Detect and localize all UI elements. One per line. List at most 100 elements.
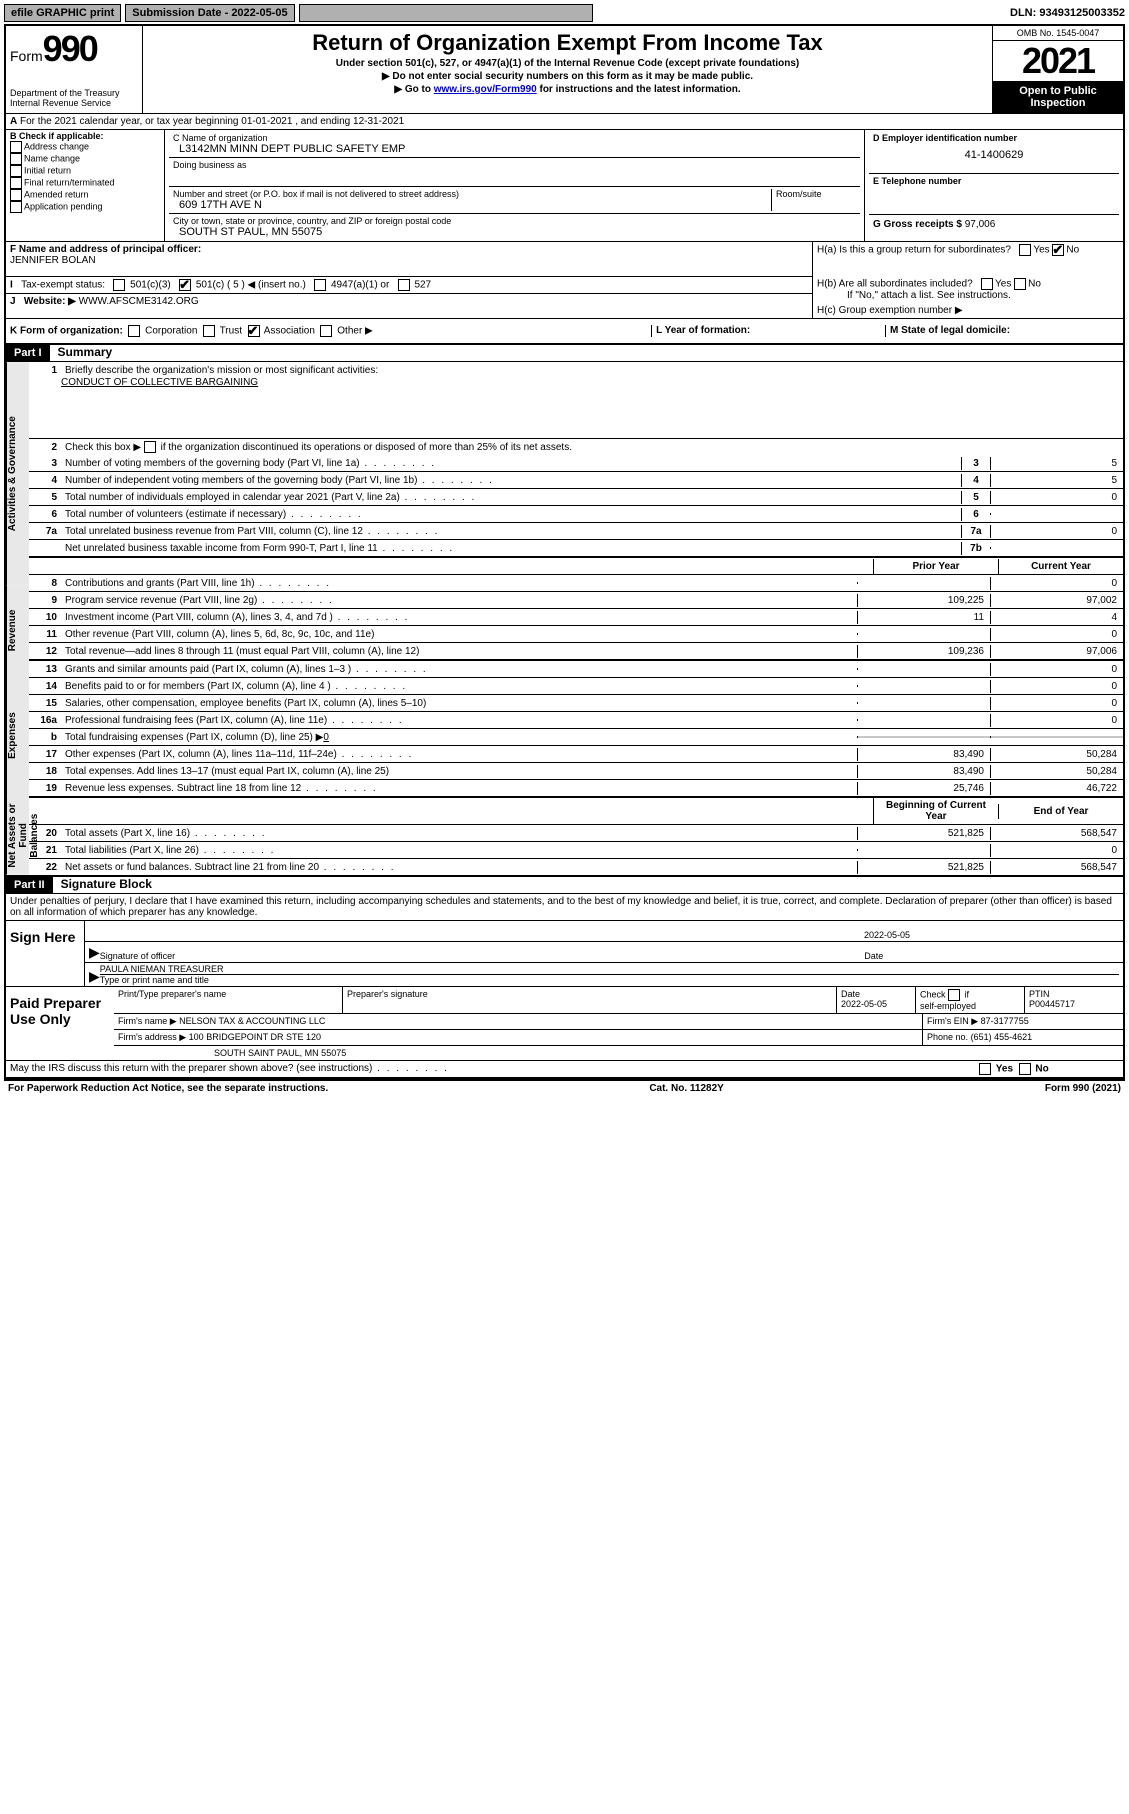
- may-irs-no-checkbox[interactable]: [1019, 1063, 1031, 1075]
- ein-value: 41-1400629: [873, 149, 1115, 161]
- line5-value: 0: [990, 491, 1123, 504]
- line20-prior: 521,825: [857, 827, 990, 840]
- line15-current: 0: [990, 697, 1123, 710]
- part1-header-row: Part I Summary: [6, 345, 1123, 362]
- line10-current: 4: [990, 611, 1123, 624]
- city-box: City or town, state or province, country…: [169, 214, 860, 240]
- section-h: H(a) Is this a group return for subordin…: [813, 242, 1123, 318]
- header-right-col: OMB No. 1545-0047 2021 Open to Public In…: [992, 26, 1123, 113]
- line10-label: Investment income (Part VIII, column (A)…: [61, 611, 857, 624]
- opt-assoc: Association: [264, 326, 315, 337]
- top-toolbar: efile GRAPHIC print Submission Date - 20…: [4, 4, 1125, 22]
- line2-checkbox[interactable]: [144, 441, 156, 453]
- website-label: Website: ▶: [24, 296, 76, 307]
- hb-no-checkbox[interactable]: [1014, 278, 1026, 290]
- line13-label: Grants and similar amounts paid (Part IX…: [61, 663, 857, 676]
- line15-prior: [857, 702, 990, 704]
- open-public-badge: Open to Public Inspection: [993, 81, 1123, 113]
- other-checkbox[interactable]: [320, 325, 332, 337]
- boy-header: Beginning of Current Year: [873, 798, 998, 824]
- line14-current: 0: [990, 680, 1123, 693]
- irs-label: Internal Revenue Service: [10, 98, 138, 108]
- subtitle1: Under section 501(c), 527, or 4947(a)(1)…: [147, 58, 988, 69]
- omb-number: OMB No. 1545-0047: [993, 26, 1123, 41]
- opt-trust: Trust: [220, 326, 242, 337]
- 527-checkbox[interactable]: [398, 279, 410, 291]
- section-c: C Name of organization L3142MN MINN DEPT…: [165, 130, 865, 241]
- line13-current: 0: [990, 663, 1123, 676]
- instructions-link[interactable]: www.irs.gov/Form990: [434, 84, 537, 95]
- line7b-value: [990, 547, 1123, 549]
- website-value: WWW.AFSCME3142.ORG: [79, 296, 199, 307]
- opt-pending: Application pending: [24, 201, 103, 211]
- pt-date-label: Date: [841, 989, 860, 999]
- phone-label: E Telephone number: [873, 176, 1115, 186]
- line19-current: 46,722: [990, 782, 1123, 795]
- subtitle3: ▶ Go to www.irs.gov/Form990 for instruct…: [147, 84, 988, 95]
- ha-no-checkbox[interactable]: [1052, 244, 1064, 256]
- section-deg: D Employer identification number 41-1400…: [865, 130, 1123, 241]
- opt-501c3: 501(c)(3): [130, 280, 171, 291]
- part2-header-row: Part II Signature Block: [6, 877, 1123, 894]
- amended-checkbox[interactable]: [10, 189, 22, 201]
- name-change-checkbox[interactable]: [10, 153, 22, 165]
- line9-label: Program service revenue (Part VIII, line…: [61, 594, 857, 607]
- 501c3-checkbox[interactable]: [113, 279, 125, 291]
- final-return-checkbox[interactable]: [10, 177, 22, 189]
- form-label: Form: [10, 48, 43, 64]
- footer-mid: Cat. No. 11282Y: [649, 1083, 723, 1094]
- opt-4947: 4947(a)(1) or: [331, 280, 389, 291]
- org-name-label: C Name of organization: [173, 133, 856, 143]
- line18-current: 50,284: [990, 765, 1123, 778]
- line22-prior: 521,825: [857, 861, 990, 874]
- trust-checkbox[interactable]: [203, 325, 215, 337]
- summary-lines: 1 Briefly describe the organization's mi…: [29, 362, 1123, 875]
- assoc-checkbox[interactable]: [248, 325, 260, 337]
- side-revenue: Revenue: [6, 585, 29, 675]
- ein-label: D Employer identification number: [873, 133, 1115, 143]
- line16a-current: 0: [990, 714, 1123, 727]
- 4947-checkbox[interactable]: [314, 279, 326, 291]
- self-employed-checkbox[interactable]: [948, 989, 960, 1001]
- line18-label: Total expenses. Add lines 13–17 (must eq…: [61, 765, 857, 778]
- may-irs-yes-checkbox[interactable]: [979, 1063, 991, 1075]
- 501c-checkbox[interactable]: [179, 279, 191, 291]
- line12-prior: 109,236: [857, 645, 990, 658]
- line3-value: 5: [990, 457, 1123, 470]
- form-container: Form990 Department of the Treasury Inter…: [4, 24, 1125, 1081]
- line20-label: Total assets (Part X, line 16): [61, 827, 857, 840]
- sig-name-value: PAULA NIEMAN TREASURER: [100, 964, 1119, 974]
- firm-ein-value: 87-3177755: [981, 1016, 1029, 1026]
- opt-addr-change: Address change: [24, 141, 89, 151]
- line12-current: 97,006: [990, 645, 1123, 658]
- efile-button[interactable]: efile GRAPHIC print: [4, 4, 121, 22]
- eoy-header: End of Year: [998, 804, 1123, 819]
- penalty-text: Under penalties of perjury, I declare th…: [6, 894, 1123, 921]
- app-pending-checkbox[interactable]: [10, 201, 22, 213]
- initial-return-checkbox[interactable]: [10, 165, 22, 177]
- ha-yes-checkbox[interactable]: [1019, 244, 1031, 256]
- line9-current: 97,002: [990, 594, 1123, 607]
- addr-change-checkbox[interactable]: [10, 141, 22, 153]
- hb-yes-checkbox[interactable]: [981, 278, 993, 290]
- line8-current: 0: [990, 577, 1123, 590]
- footer: For Paperwork Reduction Act Notice, see …: [4, 1081, 1125, 1096]
- line21-current: 0: [990, 844, 1123, 857]
- line1-label: Briefly describe the organization's miss…: [61, 364, 1123, 377]
- sig-officer-label: Signature of officer: [100, 951, 864, 961]
- tax-status-label: Tax-exempt status:: [21, 280, 105, 291]
- line22-label: Net assets or fund balances. Subtract li…: [61, 861, 857, 874]
- submission-date-button[interactable]: Submission Date - 2022-05-05: [125, 4, 294, 22]
- form-title: Return of Organization Exempt From Incom…: [147, 30, 988, 56]
- corp-checkbox[interactable]: [128, 325, 140, 337]
- opt-amended: Amended return: [24, 189, 89, 199]
- dba-label: Doing business as: [173, 160, 856, 170]
- line2-text: Check this box ▶ if the organization dis…: [65, 442, 572, 453]
- line16b-value: 0: [323, 732, 329, 743]
- gross-label: G Gross receipts $: [873, 219, 962, 230]
- section-j: J Website: ▶ WWW.AFSCME3142.ORG: [6, 294, 812, 309]
- header-mid-col: Return of Organization Exempt From Incom…: [143, 26, 992, 113]
- line16a-label: Professional fundraising fees (Part IX, …: [61, 714, 857, 727]
- tax-year: 2021: [993, 41, 1123, 81]
- line16b-label: Total fundraising expenses (Part IX, col…: [61, 731, 857, 744]
